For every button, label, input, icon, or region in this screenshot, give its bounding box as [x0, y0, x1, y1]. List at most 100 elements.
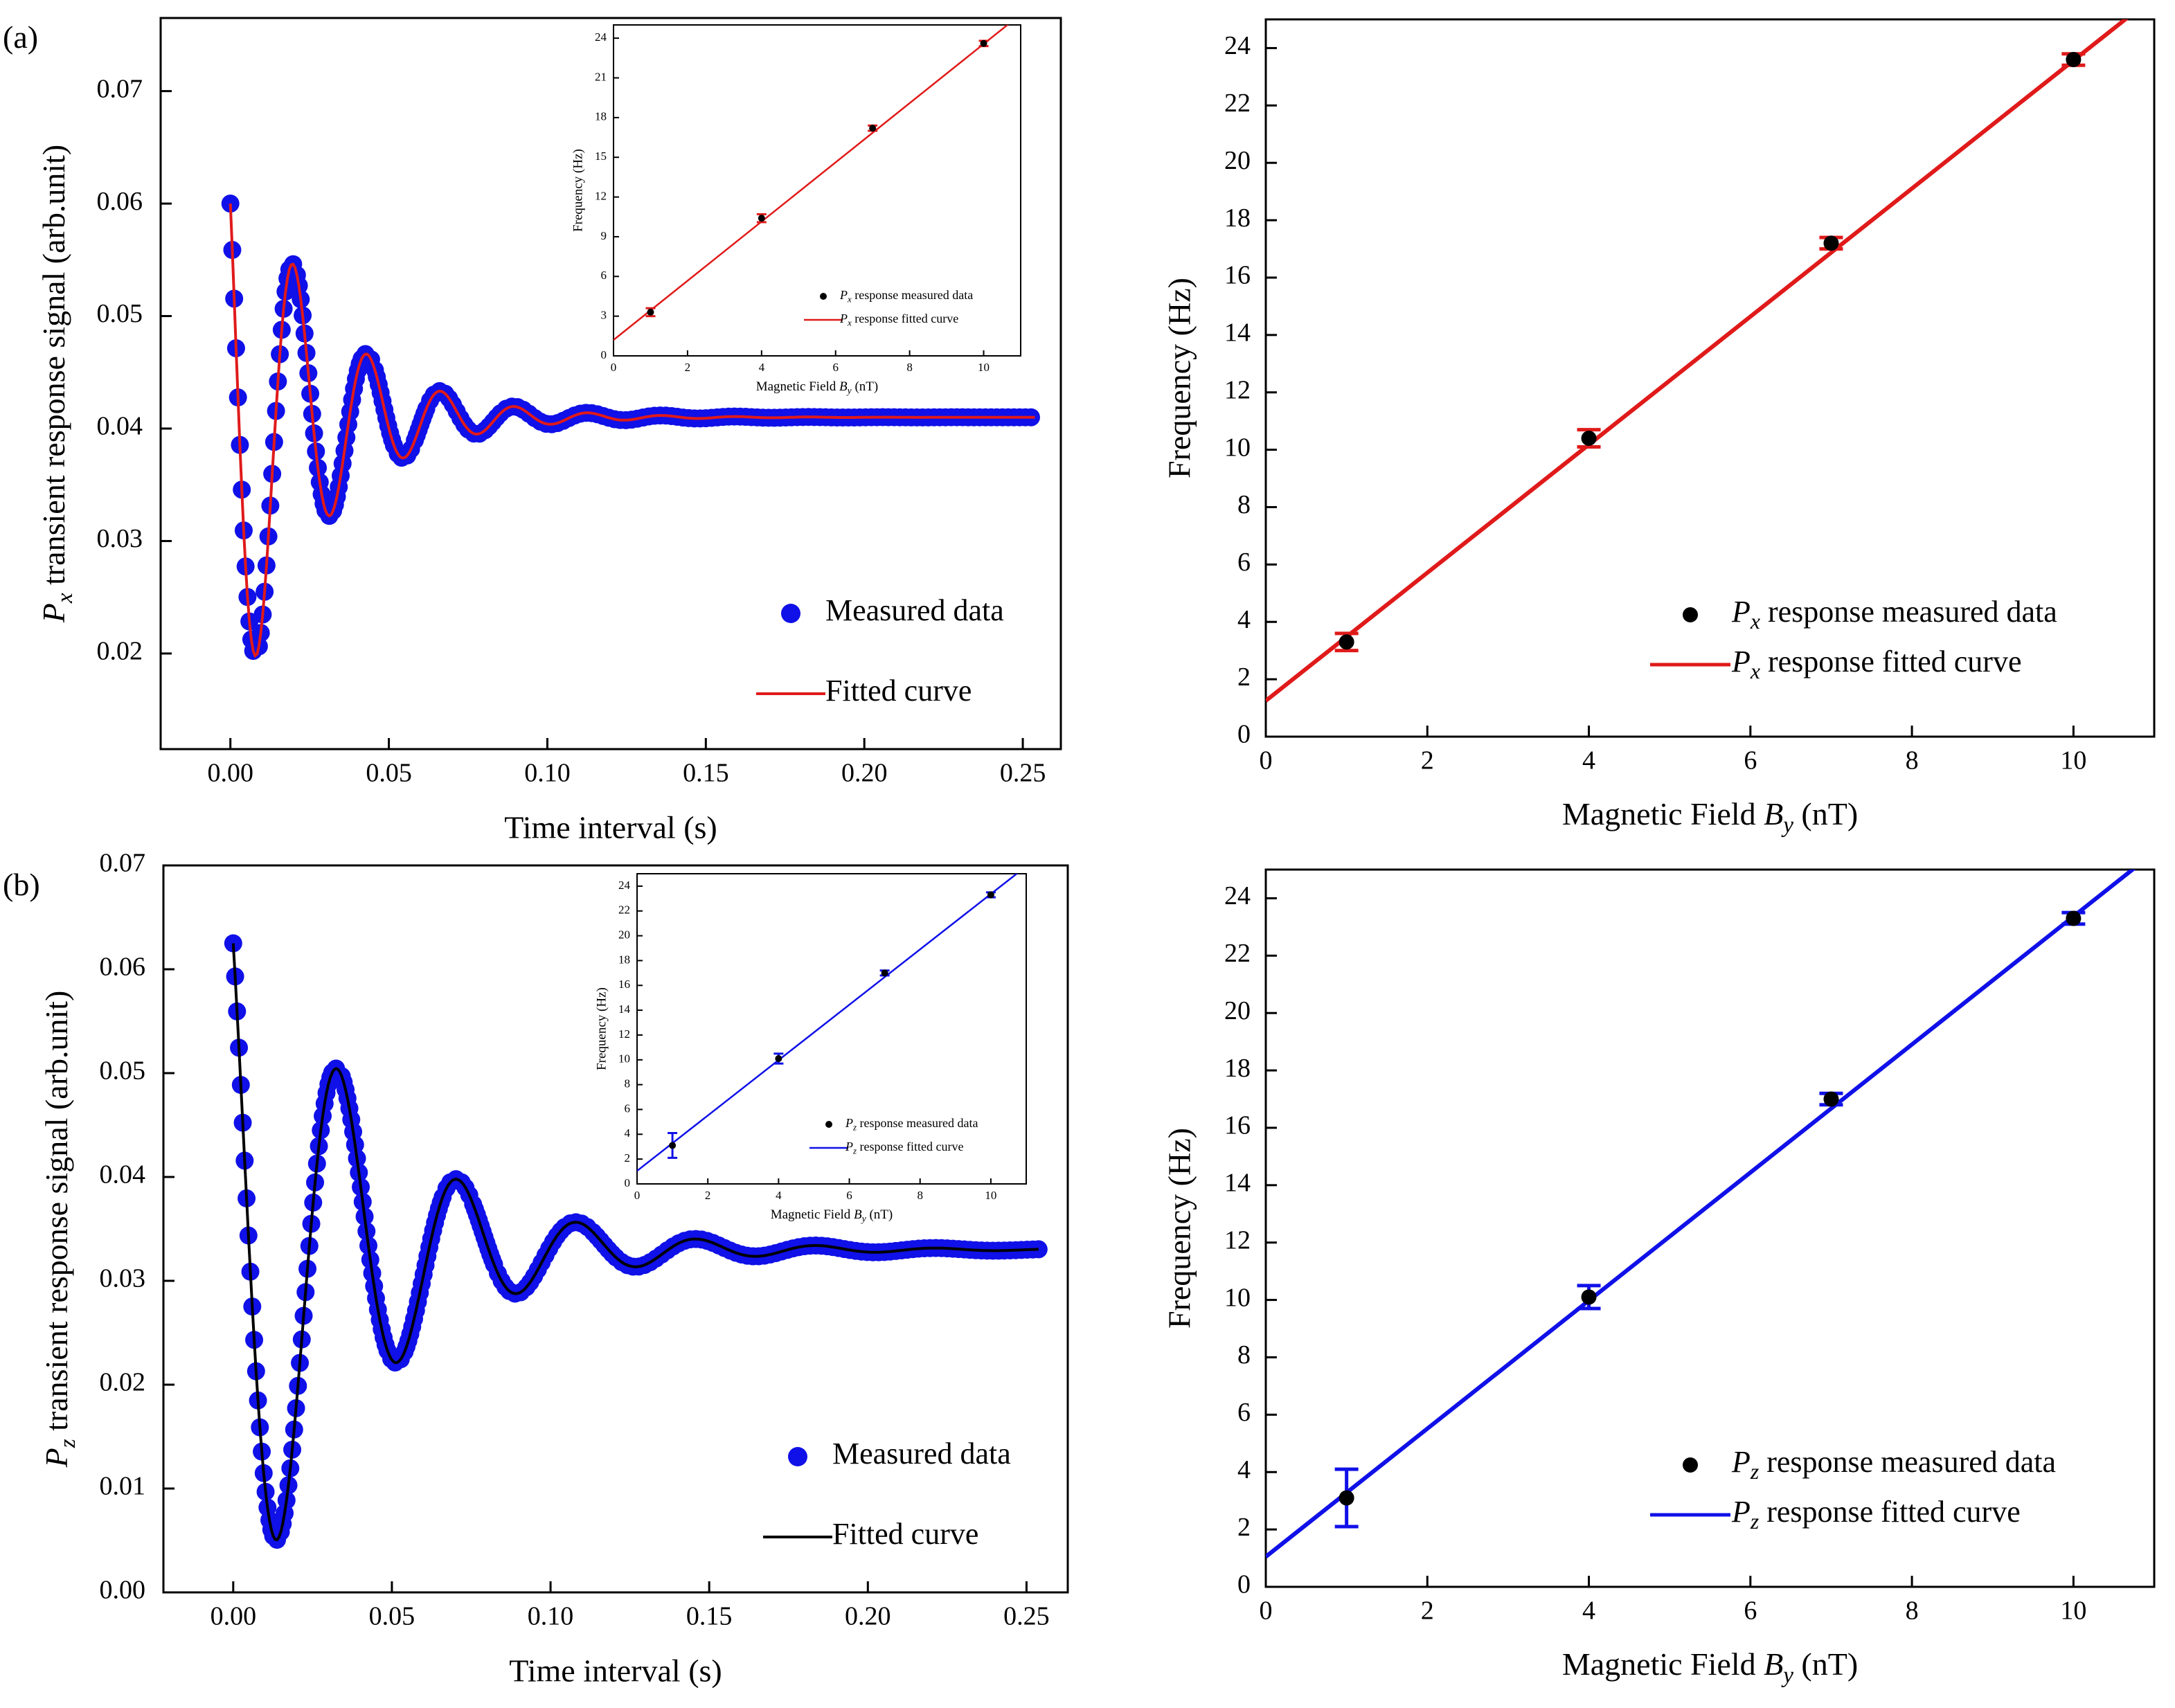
- y-tick-label: 0.02: [97, 637, 143, 666]
- label-part: x: [1750, 659, 1760, 683]
- label-part: response measured data: [1759, 1445, 2056, 1479]
- label-part: transient response signal (arb.unit): [36, 145, 71, 593]
- y-tick-label: 20: [1224, 146, 1251, 175]
- plot-background: [637, 874, 1026, 1184]
- x-axis-label: Time interval (s): [509, 1653, 722, 1689]
- label-part: P: [36, 603, 71, 623]
- x-tick-label: 0: [634, 1189, 641, 1202]
- x-axis-label: Magnetic Field By (nT): [771, 1207, 893, 1223]
- legend-label: Px response fitted curve: [839, 312, 958, 327]
- y-axis-label: Frequency (Hz): [594, 987, 609, 1070]
- x-tick-label: 0.20: [841, 758, 888, 787]
- x-tick-label: 0.05: [369, 1601, 415, 1630]
- plot-background: [614, 25, 1021, 356]
- label-part: P: [1731, 1445, 1751, 1479]
- x-tick-label: 6: [832, 361, 839, 374]
- legend-marker: [1683, 1457, 1698, 1473]
- label-part: response fitted curve: [852, 312, 958, 325]
- x-tick-label: 4: [776, 1189, 782, 1202]
- x-tick-label: 0.25: [1000, 758, 1046, 787]
- plot-background: [1266, 870, 2154, 1587]
- fitted-curve: [229, 204, 1035, 658]
- label-part: Magnetic Field: [771, 1207, 854, 1222]
- label-part: response fitted curve: [1760, 645, 2022, 678]
- x-tick-label: 6: [1744, 1596, 1757, 1625]
- y-tick-label: 0.02: [100, 1368, 146, 1397]
- y-axis-label: Frequency (Hz): [1162, 278, 1197, 478]
- data-point: [869, 125, 877, 132]
- data-point: [987, 891, 994, 899]
- x-tick-label: 4: [759, 361, 765, 374]
- legend-label: Pz response measured data: [1731, 1445, 2056, 1484]
- x-tick-label: 10: [985, 1189, 996, 1202]
- legend-label: Measured data: [825, 593, 1004, 627]
- x-tick-label: 0.20: [845, 1601, 891, 1630]
- plot-frame: [636, 873, 1027, 1185]
- y-tick-label: 18: [595, 110, 607, 123]
- y-tick-label: 12: [1224, 1225, 1251, 1255]
- y-tick-label: 18: [1224, 204, 1251, 233]
- x-tick-label: 6: [1744, 746, 1757, 775]
- plot-background: [1266, 19, 2154, 737]
- panel-a-main: 0.00 0.05 0.10 0.15 0.20 0.25 0.02 0.03 0.04 0.05…: [3, 17, 1062, 845]
- x-tick-label: 0.15: [686, 1601, 733, 1630]
- label-part: response measured data: [1760, 595, 2057, 629]
- y-axis-label: Frequency (Hz): [571, 149, 585, 232]
- label-part: (nT): [852, 379, 879, 394]
- y-tick-label: 0.00: [100, 1576, 146, 1605]
- label-part: response measured data: [852, 288, 973, 302]
- legend-label: Pz response fitted curve: [845, 1140, 964, 1156]
- y-tick-label: 4: [1237, 605, 1251, 634]
- legend-label: Fitted curve: [825, 674, 972, 708]
- y-tick-label: 16: [618, 978, 630, 991]
- y-tick-label: 4: [625, 1126, 631, 1140]
- y-tick-label: 0: [601, 348, 607, 361]
- label-part: B: [854, 1207, 862, 1222]
- label-part: Magnetic Field: [756, 379, 839, 394]
- label-part: y: [861, 1214, 867, 1224]
- x-tick-label: 0.15: [683, 758, 729, 787]
- data-point: [1581, 1289, 1597, 1305]
- x-tick-label: 0: [1260, 1596, 1273, 1625]
- label-part: transient response signal (arb.unit): [39, 991, 74, 1439]
- y-tick-label: 24: [1224, 881, 1251, 910]
- x-tick-label: 0.00: [211, 1601, 257, 1630]
- label-part: Magnetic Field: [1562, 796, 1764, 831]
- y-tick-label: 14: [618, 1003, 631, 1016]
- y-tick-label: 18: [618, 953, 630, 966]
- y-tick-label: 8: [625, 1077, 631, 1090]
- label-part: (nT): [1793, 1646, 1858, 1682]
- x-tick-label: 0.05: [366, 758, 412, 787]
- label-part: P: [1731, 645, 1751, 678]
- fitted-line: [637, 874, 1019, 1172]
- legend-label: Fitted curve: [832, 1517, 978, 1551]
- fitted-line: [1266, 870, 2136, 1558]
- label-part: P: [845, 1140, 853, 1153]
- legend-label: Px response fitted curve: [1731, 645, 2021, 683]
- x-tick-label: 2: [1421, 746, 1434, 775]
- label-part: y: [846, 386, 852, 396]
- label-part: z: [852, 1145, 857, 1156]
- y-tick-label: 12: [595, 189, 607, 202]
- panel-label: (b): [3, 867, 40, 902]
- label-part: B: [1764, 1646, 1783, 1682]
- y-tick-label: 15: [595, 150, 607, 163]
- data-point: [1823, 235, 1839, 251]
- label-part: P: [39, 1448, 74, 1468]
- x-tick-label: 2: [1421, 1596, 1434, 1625]
- plot-frame: [162, 864, 1069, 1594]
- y-tick-label: 24: [618, 879, 631, 892]
- label-part: P: [839, 312, 848, 325]
- label-part: P: [1731, 595, 1751, 629]
- legend-marker: [781, 604, 800, 623]
- data-point: [980, 39, 987, 47]
- data-point: [1581, 431, 1597, 447]
- y-tick-label: 6: [625, 1102, 631, 1115]
- label-part: z: [1750, 1509, 1759, 1534]
- y-tick-label: 12: [1224, 375, 1251, 404]
- y-tick-label: 0.04: [97, 412, 143, 441]
- y-tick-label: 3: [601, 309, 607, 322]
- data-point: [1823, 1091, 1839, 1107]
- x-tick-label: 8: [906, 361, 913, 374]
